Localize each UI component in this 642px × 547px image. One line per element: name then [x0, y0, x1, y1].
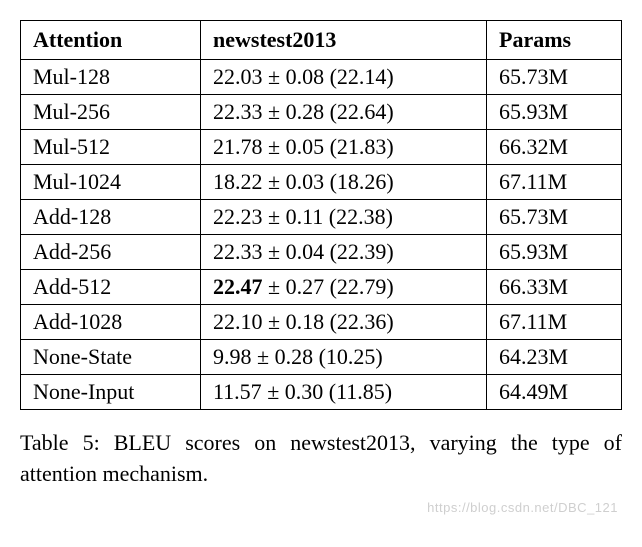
score-rest: ± 0.08 (22.14): [263, 64, 394, 89]
cell-attention: Mul-128: [21, 60, 201, 95]
score-mean: 22.47: [213, 274, 263, 299]
score-mean: 22.33: [213, 99, 263, 124]
score-mean: 9.98: [213, 344, 252, 369]
score-rest: ± 0.27 (22.79): [263, 274, 394, 299]
col-header-attention: Attention: [21, 21, 201, 60]
cell-score: 22.47 ± 0.27 (22.79): [201, 270, 487, 305]
score-mean: 22.23: [213, 204, 263, 229]
cell-score: 22.03 ± 0.08 (22.14): [201, 60, 487, 95]
score-rest: ± 0.11 (22.38): [263, 204, 393, 229]
table-row: Add-102822.10 ± 0.18 (22.36)67.11M: [21, 305, 622, 340]
table-body: Mul-12822.03 ± 0.08 (22.14)65.73MMul-256…: [21, 60, 622, 410]
cell-score: 9.98 ± 0.28 (10.25): [201, 340, 487, 375]
results-table: Attention newstest2013 Params Mul-12822.…: [20, 20, 622, 410]
table-row: Mul-25622.33 ± 0.28 (22.64)65.93M: [21, 95, 622, 130]
cell-attention: Mul-256: [21, 95, 201, 130]
cell-params: 66.33M: [487, 270, 622, 305]
table-row: None-State9.98 ± 0.28 (10.25)64.23M: [21, 340, 622, 375]
cell-params: 65.93M: [487, 235, 622, 270]
cell-params: 65.93M: [487, 95, 622, 130]
score-rest: ± 0.28 (10.25): [252, 344, 383, 369]
cell-score: 18.22 ± 0.03 (18.26): [201, 165, 487, 200]
score-mean: 18.22: [213, 169, 263, 194]
cell-params: 67.11M: [487, 305, 622, 340]
score-rest: ± 0.18 (22.36): [263, 309, 394, 334]
score-rest: ± 0.30 (11.85): [262, 379, 392, 404]
score-mean: 22.10: [213, 309, 263, 334]
col-header-params: Params: [487, 21, 622, 60]
cell-params: 66.32M: [487, 130, 622, 165]
score-mean: 21.78: [213, 134, 263, 159]
score-rest: ± 0.03 (18.26): [263, 169, 394, 194]
table-caption: Table 5: BLEU scores on newstest2013, va…: [20, 428, 622, 490]
table-row: Mul-12822.03 ± 0.08 (22.14)65.73M: [21, 60, 622, 95]
cell-params: 65.73M: [487, 200, 622, 235]
cell-attention: None-State: [21, 340, 201, 375]
table-row: Mul-102418.22 ± 0.03 (18.26)67.11M: [21, 165, 622, 200]
cell-attention: Add-128: [21, 200, 201, 235]
cell-score: 22.33 ± 0.04 (22.39): [201, 235, 487, 270]
cell-attention: Add-1028: [21, 305, 201, 340]
score-rest: ± 0.05 (21.83): [263, 134, 394, 159]
cell-score: 11.57 ± 0.30 (11.85): [201, 375, 487, 410]
score-mean: 22.03: [213, 64, 263, 89]
watermark-text: https://blog.csdn.net/DBC_121: [427, 500, 618, 515]
cell-params: 64.23M: [487, 340, 622, 375]
cell-attention: Mul-1024: [21, 165, 201, 200]
score-rest: ± 0.28 (22.64): [263, 99, 394, 124]
col-header-score: newstest2013: [201, 21, 487, 60]
cell-params: 65.73M: [487, 60, 622, 95]
cell-score: 22.23 ± 0.11 (22.38): [201, 200, 487, 235]
score-mean: 11.57: [213, 379, 262, 404]
table-row: Add-12822.23 ± 0.11 (22.38)65.73M: [21, 200, 622, 235]
cell-attention: Mul-512: [21, 130, 201, 165]
cell-attention: None-Input: [21, 375, 201, 410]
score-mean: 22.33: [213, 239, 263, 264]
score-rest: ± 0.04 (22.39): [263, 239, 394, 264]
cell-attention: Add-512: [21, 270, 201, 305]
table-row: Mul-51221.78 ± 0.05 (21.83)66.32M: [21, 130, 622, 165]
table-row: Add-51222.47 ± 0.27 (22.79)66.33M: [21, 270, 622, 305]
cell-score: 21.78 ± 0.05 (21.83): [201, 130, 487, 165]
table-row: Add-25622.33 ± 0.04 (22.39)65.93M: [21, 235, 622, 270]
cell-params: 67.11M: [487, 165, 622, 200]
cell-params: 64.49M: [487, 375, 622, 410]
table-row: None-Input11.57 ± 0.30 (11.85)64.49M: [21, 375, 622, 410]
cell-attention: Add-256: [21, 235, 201, 270]
cell-score: 22.10 ± 0.18 (22.36): [201, 305, 487, 340]
table-header-row: Attention newstest2013 Params: [21, 21, 622, 60]
cell-score: 22.33 ± 0.28 (22.64): [201, 95, 487, 130]
